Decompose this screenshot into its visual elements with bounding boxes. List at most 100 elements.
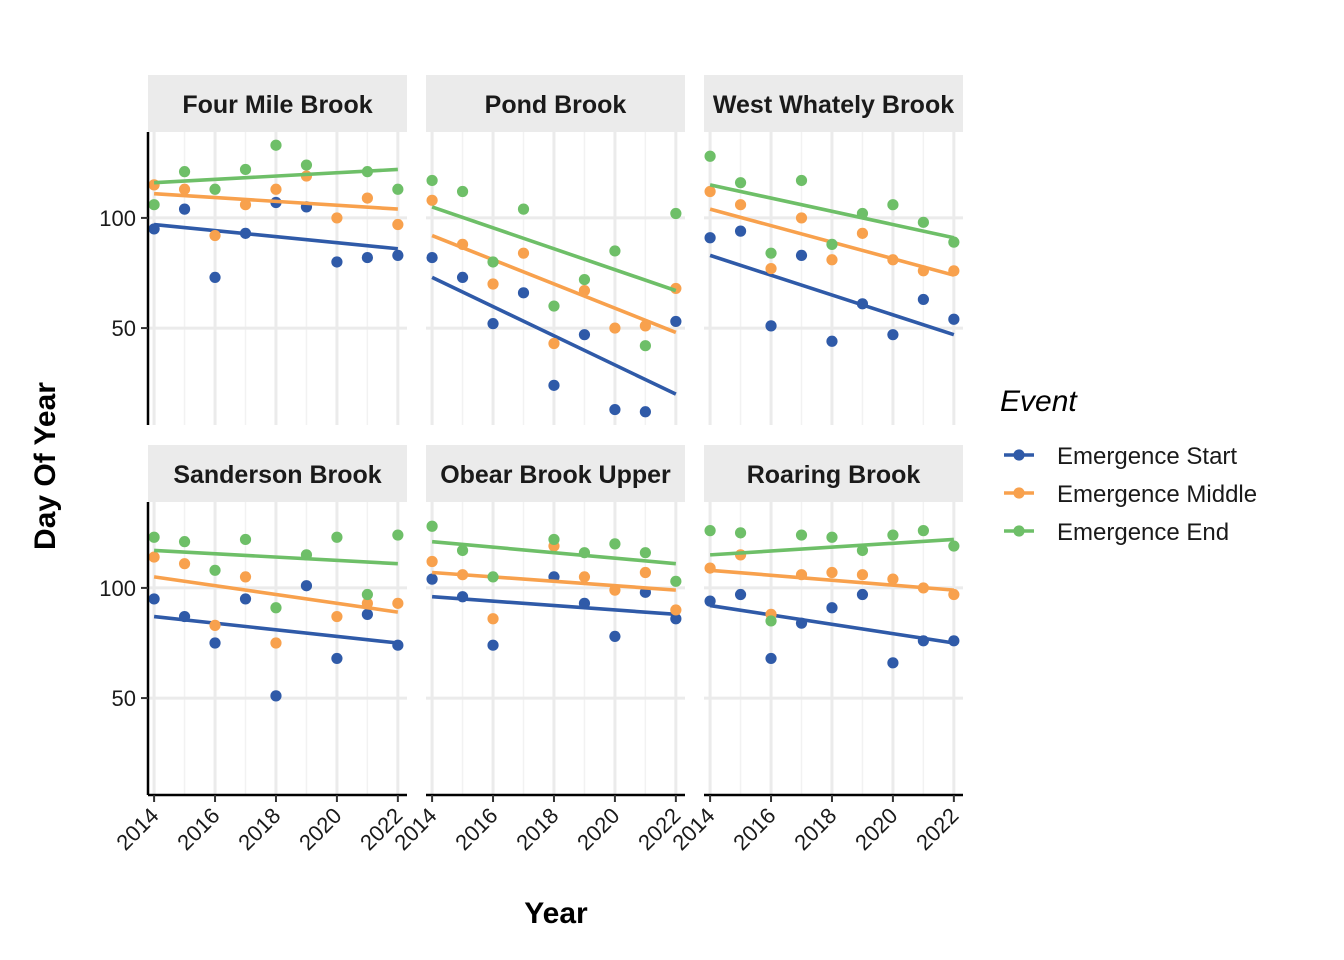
series-emergence-end bbox=[704, 150, 960, 259]
data-point bbox=[795, 569, 808, 581]
data-point bbox=[609, 584, 621, 596]
data-point bbox=[426, 174, 438, 187]
data-point bbox=[361, 251, 373, 264]
data-point bbox=[300, 159, 313, 171]
data-point bbox=[456, 185, 469, 198]
trend-line bbox=[709, 183, 955, 240]
data-point bbox=[948, 236, 960, 248]
series-emergence-middle bbox=[148, 551, 404, 649]
data-point bbox=[209, 229, 221, 242]
legend-title: Event bbox=[1000, 385, 1078, 418]
data-point bbox=[239, 163, 252, 176]
trend-line bbox=[431, 539, 677, 566]
series-emergence-end bbox=[148, 139, 404, 211]
data-point bbox=[826, 566, 838, 579]
data-point bbox=[426, 251, 438, 264]
data-point bbox=[639, 340, 651, 352]
data-point bbox=[887, 573, 899, 585]
data-point bbox=[826, 238, 838, 250]
data-point bbox=[856, 227, 869, 239]
legend-label: Emergence Start bbox=[1057, 443, 1237, 470]
trend-line bbox=[431, 205, 677, 293]
data-point bbox=[704, 232, 716, 244]
strip-background bbox=[426, 445, 685, 502]
data-point bbox=[456, 569, 469, 581]
data-point bbox=[639, 547, 651, 559]
data-point bbox=[734, 225, 747, 237]
panel-four-mile-brook: Four Mile Brook bbox=[148, 75, 407, 425]
data-point bbox=[795, 617, 808, 629]
data-point bbox=[487, 318, 499, 330]
y-axis-title: Day Of Year bbox=[29, 382, 62, 550]
data-point bbox=[734, 588, 747, 601]
data-point bbox=[426, 555, 438, 568]
data-point bbox=[704, 185, 716, 198]
data-point bbox=[856, 569, 869, 581]
data-point bbox=[704, 595, 716, 607]
data-point bbox=[765, 615, 777, 627]
data-point bbox=[578, 274, 591, 286]
series-emergence-end bbox=[148, 529, 404, 614]
data-point bbox=[487, 639, 499, 651]
data-point bbox=[795, 249, 808, 261]
data-point bbox=[826, 335, 838, 347]
strip-background bbox=[704, 75, 963, 132]
data-point bbox=[517, 247, 530, 259]
data-point bbox=[887, 199, 899, 211]
data-point bbox=[795, 212, 808, 224]
data-point bbox=[331, 531, 343, 543]
data-point bbox=[639, 406, 651, 418]
data-point bbox=[209, 637, 221, 649]
data-point bbox=[704, 150, 716, 162]
data-point bbox=[209, 619, 221, 631]
data-point bbox=[270, 139, 282, 151]
legend-item: Emergence Start bbox=[1004, 443, 1237, 470]
data-point bbox=[856, 544, 869, 557]
data-point bbox=[887, 254, 899, 266]
data-point bbox=[361, 166, 373, 178]
strip-background bbox=[148, 445, 407, 502]
data-point bbox=[704, 562, 716, 574]
data-point bbox=[148, 551, 160, 563]
data-point bbox=[578, 329, 591, 341]
panels-layer: Four Mile Brook Pond Brook West Whately Br… bbox=[148, 75, 963, 795]
data-point bbox=[487, 256, 499, 268]
data-point bbox=[178, 203, 191, 215]
x-tick-label: 2016 bbox=[450, 803, 502, 855]
data-point bbox=[270, 602, 282, 614]
panel-title: Pond Brook bbox=[485, 91, 627, 119]
trend-line bbox=[153, 575, 399, 614]
data-point bbox=[734, 199, 747, 211]
data-point bbox=[856, 588, 869, 601]
data-point bbox=[887, 529, 899, 541]
data-point bbox=[456, 544, 469, 557]
data-point bbox=[148, 199, 160, 211]
data-point bbox=[392, 597, 404, 609]
data-point bbox=[517, 203, 530, 215]
series-emergence-start bbox=[148, 580, 404, 702]
panel-title: Four Mile Brook bbox=[182, 91, 372, 119]
panel-obear-brook-upper: Obear Brook Upper bbox=[426, 445, 685, 795]
x-axis: 2014 2016 2018 2020 2022 bbox=[389, 793, 685, 855]
data-point bbox=[670, 575, 682, 587]
data-point bbox=[734, 527, 747, 539]
trend-line bbox=[153, 222, 399, 251]
data-point bbox=[361, 597, 373, 609]
series-emergence-start bbox=[704, 225, 960, 347]
data-point bbox=[392, 249, 404, 261]
data-point bbox=[948, 265, 960, 277]
trend-line bbox=[431, 275, 677, 396]
trend-line bbox=[153, 167, 398, 185]
data-point bbox=[609, 403, 621, 416]
data-point bbox=[517, 287, 530, 299]
panel-title: Sanderson Brook bbox=[173, 461, 381, 489]
data-point bbox=[734, 177, 747, 189]
data-point bbox=[361, 608, 373, 620]
data-point bbox=[331, 212, 343, 224]
legend-key-point bbox=[1013, 487, 1025, 499]
trend-line bbox=[709, 603, 955, 645]
data-point bbox=[578, 285, 591, 297]
data-point bbox=[917, 635, 929, 647]
legend-item: Emergence Middle bbox=[1004, 481, 1257, 508]
